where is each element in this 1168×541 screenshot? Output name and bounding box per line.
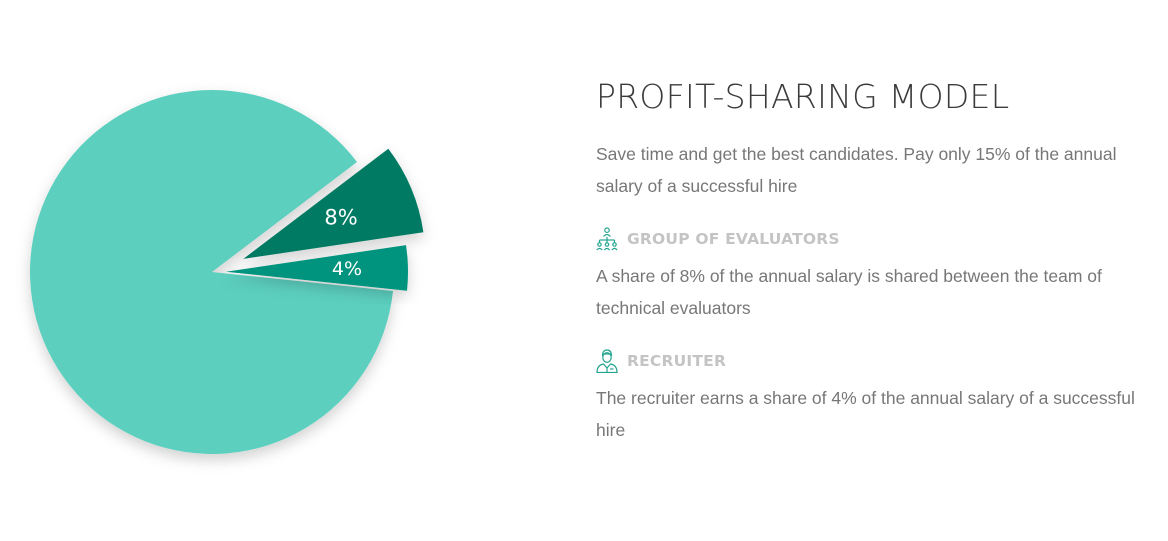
- intro-text: Save time and get the best candidates. P…: [596, 144, 1117, 196]
- role-evaluators-title: GROUP OF EVALUATORS: [627, 230, 840, 248]
- role-evaluators: GROUP OF EVALUATORS A share of 8% of the…: [596, 226, 1141, 324]
- role-recruiter-text: The recruiter earns a share of 4% of the…: [596, 388, 1135, 440]
- pie-slice-main: [30, 89, 394, 454]
- pie-chart: 8% 4%: [0, 60, 470, 490]
- role-evaluators-text: A share of 8% of the annual salary is sh…: [596, 266, 1102, 318]
- page-title: PROFIT-SHARING MODEL: [596, 77, 1010, 116]
- pie-slice-8pct: [243, 148, 424, 259]
- role-recruiter: RECRUITER The recruiter earns a share of…: [596, 348, 1141, 446]
- role-recruiter-header: RECRUITER: [596, 348, 1141, 374]
- slice-label-4pct: 4%: [332, 258, 362, 280]
- org-chart-icon: [596, 227, 618, 251]
- pie-slice-4pct: [225, 245, 408, 291]
- role-recruiter-title: RECRUITER: [627, 352, 727, 370]
- pie-chart-svg: 8% 4%: [30, 89, 424, 454]
- person-icon: [596, 349, 618, 374]
- profit-sharing-info: PROFIT-SHARING MODEL Save time and get t…: [596, 74, 1141, 446]
- slice-label-8pct: 8%: [324, 206, 357, 230]
- role-evaluators-header: GROUP OF EVALUATORS: [596, 226, 1141, 252]
